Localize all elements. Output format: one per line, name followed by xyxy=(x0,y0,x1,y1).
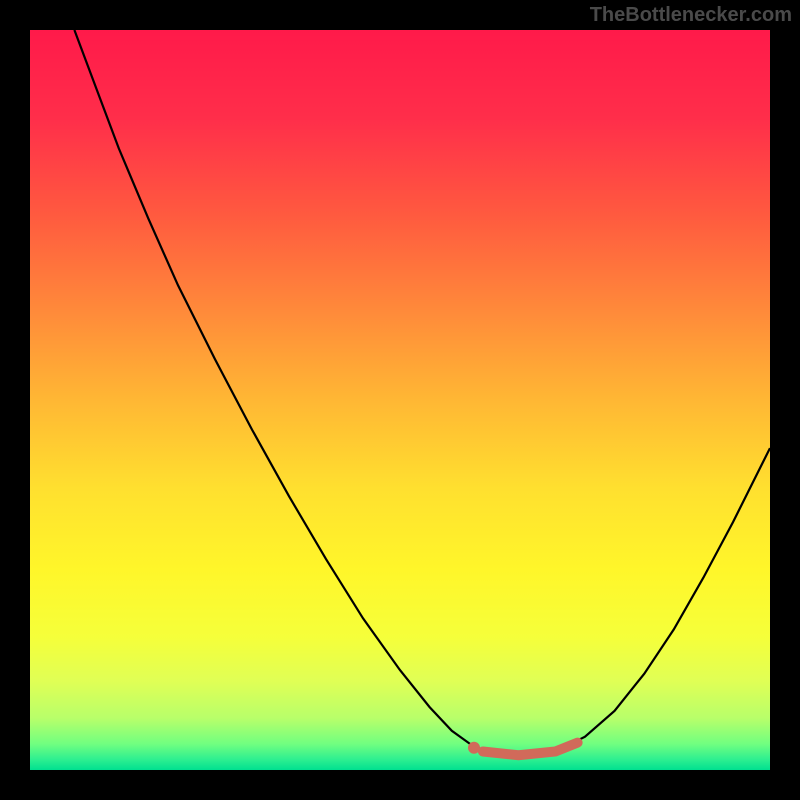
curve-layer xyxy=(30,30,770,770)
optimal-point-marker xyxy=(468,742,480,754)
watermark-text: TheBottlenecker.com xyxy=(590,4,792,27)
bottleneck-curve xyxy=(74,30,770,754)
chart-plot-area xyxy=(30,30,770,770)
optimal-range-marker xyxy=(483,743,578,756)
